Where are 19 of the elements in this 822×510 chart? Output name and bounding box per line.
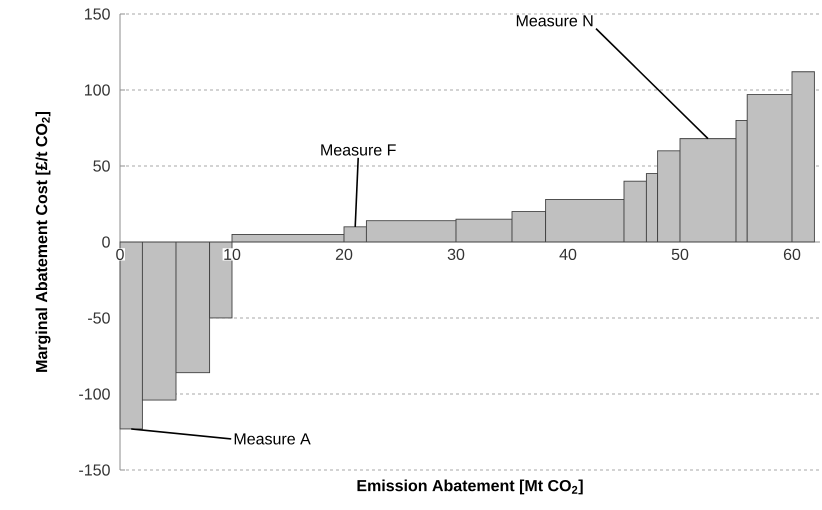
- y-tick-label: -150: [79, 464, 110, 476]
- y-tick-label: -50: [88, 312, 110, 324]
- y-tick-label: 100: [85, 84, 110, 96]
- annotation: Measure N: [516, 15, 592, 26]
- y-axis-title: Marginal Abatement Cost [£/t CO$_{2}$]: [35, 112, 50, 372]
- x-tick-label: 40: [559, 248, 576, 260]
- x-axis-title: Emission Abatement [Mt CO$_{2}$]: [357, 480, 583, 494]
- y-tick-label: 0: [102, 236, 110, 248]
- x-tick-label: 20: [336, 248, 352, 260]
- annotation: Measure A: [234, 433, 311, 445]
- x-tick-label: 0: [116, 248, 124, 260]
- annotation: Measure F: [321, 144, 396, 156]
- y-tick-label: 150: [85, 8, 110, 20]
- x-tick-label: 10: [224, 248, 240, 260]
- y-tick-label: -100: [79, 388, 110, 400]
- x-tick-label: 30: [448, 248, 464, 260]
- y-tick-label: 50: [93, 160, 110, 172]
- x-tick-label: 60: [784, 248, 800, 260]
- x-tick-label: 50: [672, 248, 688, 260]
